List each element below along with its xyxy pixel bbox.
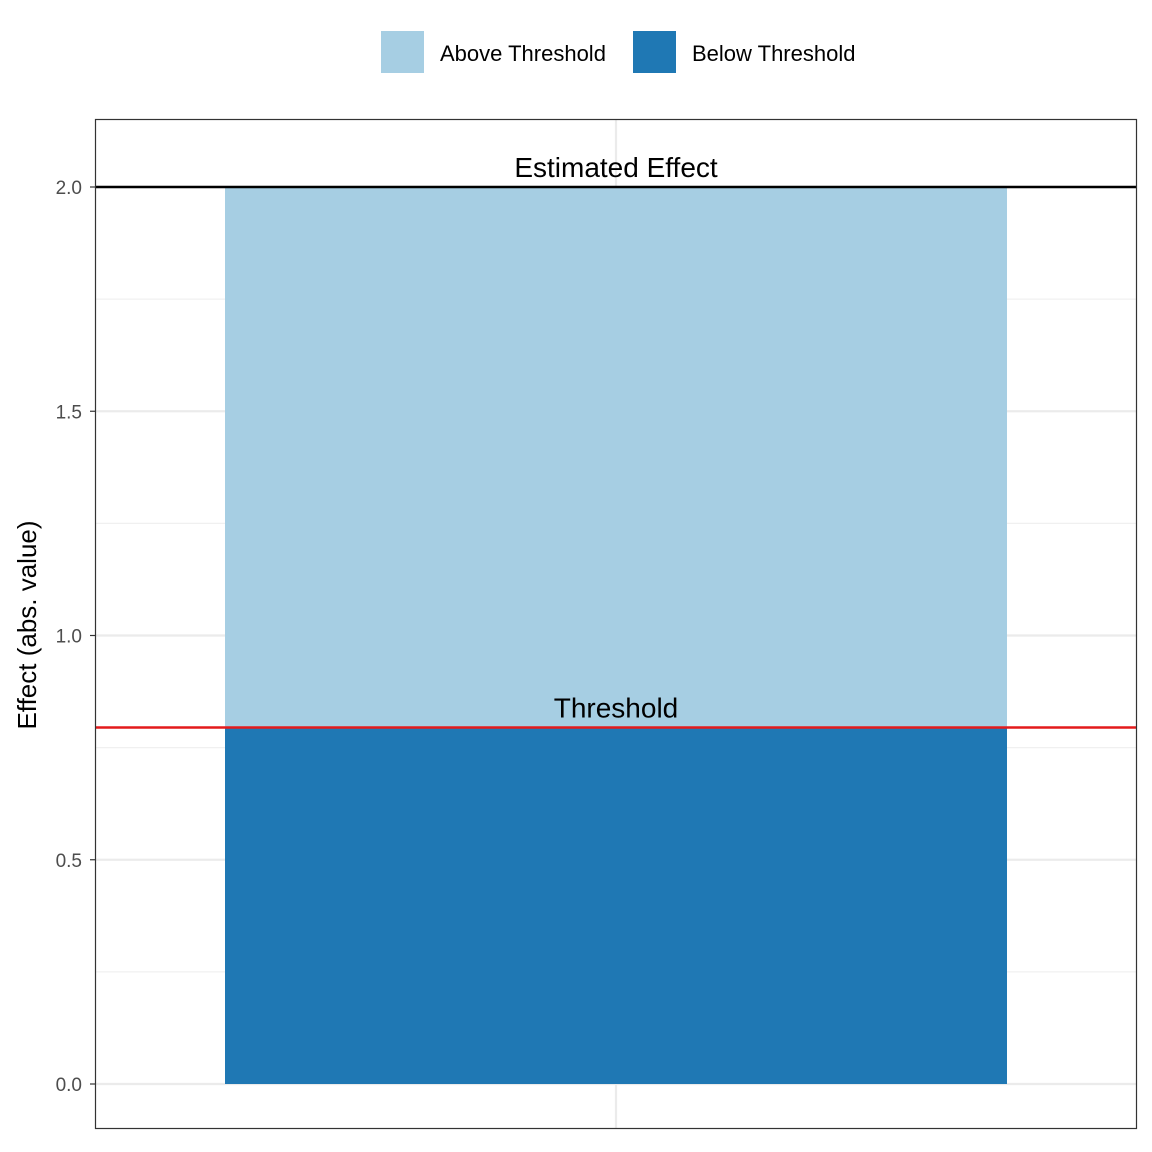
bar-segment-above-threshold bbox=[225, 187, 1007, 728]
reference-lines: Estimated Effect Threshold bbox=[96, 152, 1136, 729]
panel-border bbox=[94, 118, 1138, 1130]
estimated-effect-label: Estimated Effect bbox=[514, 152, 718, 183]
y-tick-label: 1.5 bbox=[56, 402, 82, 423]
legend-label-below-threshold: Below Threshold bbox=[692, 41, 855, 66]
y-axis: 0.0 0.5 1.0 1.5 2.0 bbox=[56, 178, 95, 1096]
plot-panel: Estimated Effect Threshold bbox=[94, 118, 1138, 1130]
legend-swatch-above-threshold bbox=[381, 31, 424, 73]
y-tick-label: 2.0 bbox=[56, 178, 82, 199]
bar-segment-below-threshold bbox=[225, 727, 1007, 1084]
y-tick-label: 1.0 bbox=[56, 627, 82, 648]
bars bbox=[225, 187, 1007, 1084]
threshold-label: Threshold bbox=[554, 692, 679, 723]
legend-swatch-below-threshold bbox=[633, 31, 676, 73]
legend: Above Threshold Below Threshold bbox=[381, 31, 855, 73]
y-tick-label: 0.0 bbox=[56, 1075, 82, 1096]
y-tick-label: 0.5 bbox=[56, 851, 82, 872]
y-axis-title: Effect (abs. value) bbox=[12, 520, 42, 729]
legend-label-above-threshold: Above Threshold bbox=[440, 41, 606, 66]
